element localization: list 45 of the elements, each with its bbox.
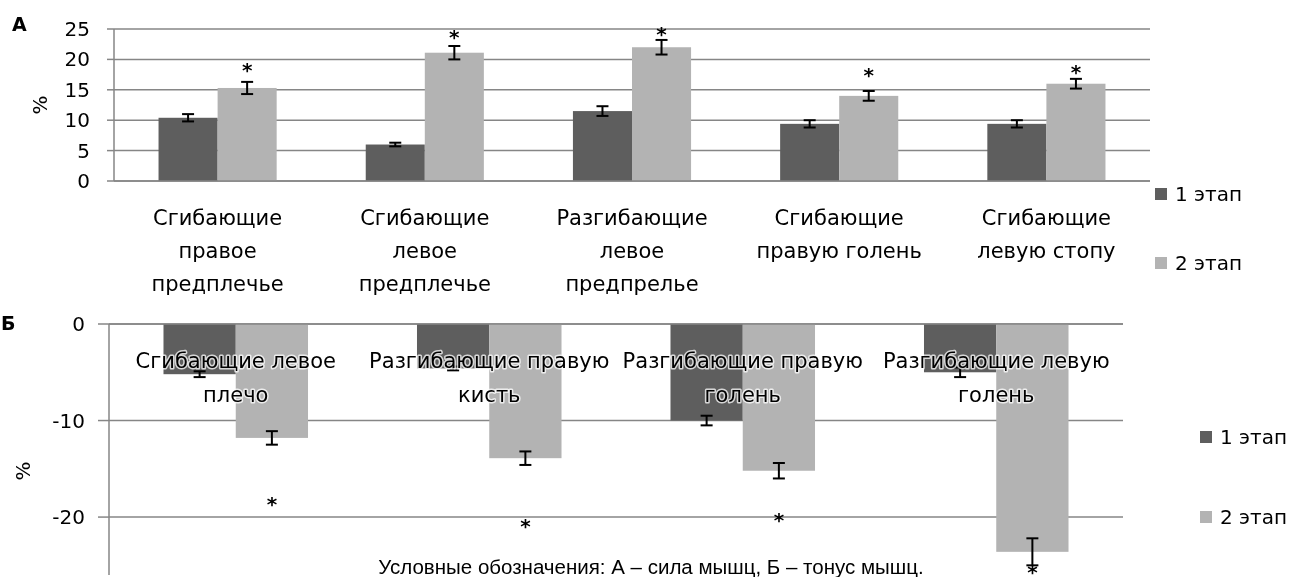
y-axis-title: %	[28, 95, 52, 115]
bar	[158, 117, 218, 181]
y-tick-label: 0	[77, 169, 90, 193]
y-tick-label: 10	[64, 108, 90, 133]
y-tick-label: 15	[64, 77, 90, 102]
x-tick-label: Разгибающие правую кисть	[369, 349, 610, 407]
x-tick-label: Сгибающие левое предплечье	[358, 206, 491, 296]
legend-label: 1 этап	[1175, 182, 1243, 206]
annotation: *	[520, 514, 532, 539]
annotation: *	[863, 62, 875, 87]
y-tick-label: 0	[72, 312, 85, 336]
annotation: *	[1070, 59, 1082, 84]
bar	[987, 123, 1047, 181]
bar	[365, 144, 425, 181]
bar	[424, 52, 484, 181]
x-tick-label: Сгибающие правую голень	[756, 206, 922, 263]
chart-title: А	[12, 13, 27, 35]
y-axis-title: %	[11, 461, 35, 481]
legend-label: 2 этап	[1175, 251, 1243, 275]
annotation: Условные обозначения: А – сила мышц, Б – тонус мышц.	[378, 554, 924, 577]
x-tick-label: Разгибающие левое предпрелье	[556, 206, 708, 296]
chart-title: Б	[1, 312, 16, 334]
annotation: *	[773, 508, 785, 533]
bar	[572, 111, 632, 181]
bar	[780, 123, 840, 181]
annotation: *	[449, 24, 461, 49]
y-tick-label: 5	[77, 138, 90, 163]
bar	[217, 87, 277, 181]
annotation: *	[656, 21, 668, 46]
y-tick-label: -10	[52, 408, 85, 433]
annotation: *	[266, 492, 278, 517]
y-tick-label: -20	[52, 505, 85, 530]
x-tick-label: Разгибающие правую голень	[622, 349, 863, 407]
bar	[1046, 83, 1106, 181]
legend-label: 2 этап	[1220, 505, 1288, 529]
x-tick-label: Сгибающие правое предплечье	[151, 206, 284, 296]
legend-label: 1 этап	[1220, 425, 1288, 449]
annotation: *	[241, 58, 253, 83]
y-tick-label: 20	[64, 47, 90, 72]
x-tick-label: Сгибающие левую стопу	[977, 206, 1116, 263]
annotation: *	[1027, 559, 1039, 577]
y-tick-label: 25	[64, 17, 90, 41]
bar	[839, 95, 899, 181]
x-tick-label: Разгибающие левую голень	[882, 349, 1110, 407]
bar	[632, 47, 692, 181]
